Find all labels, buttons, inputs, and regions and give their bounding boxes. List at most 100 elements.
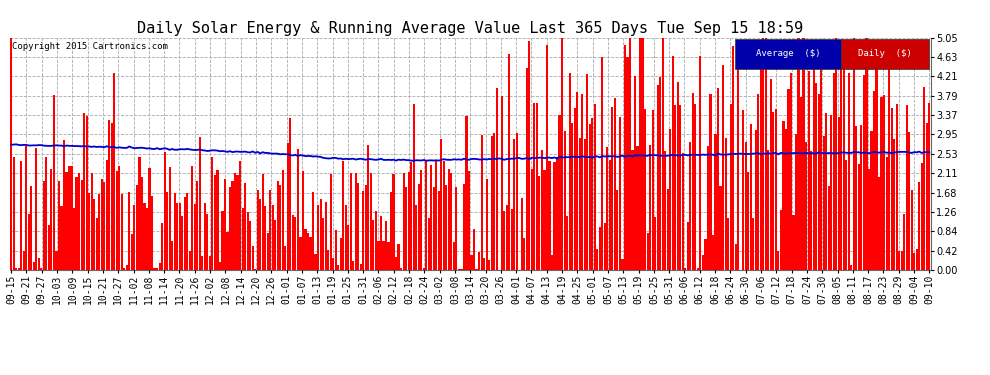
Bar [91,173,93,270]
Bar [431,165,433,270]
Bar [553,162,555,270]
Bar [352,261,354,270]
Bar [860,126,862,270]
Bar [52,95,55,270]
Text: Daily  ($): Daily ($) [858,49,912,58]
Bar [41,268,43,270]
Bar [480,135,483,270]
Bar [370,173,372,270]
Bar [302,171,304,270]
Bar [254,269,256,270]
Bar [725,138,727,270]
Bar [785,129,787,270]
Bar [591,118,593,270]
Bar [611,107,614,270]
Bar [447,170,449,270]
Bar [584,139,586,270]
Bar [604,223,606,270]
Bar [93,200,95,270]
Bar [759,59,762,270]
Bar [395,257,397,270]
Bar [181,216,183,270]
Bar [516,132,518,270]
Bar [617,189,619,270]
Bar [858,164,860,270]
Bar [865,38,867,270]
Bar [13,157,15,270]
Bar [727,217,730,270]
Bar [614,98,616,270]
Bar [524,237,526,270]
Bar [410,162,412,270]
Bar [249,220,251,270]
Bar [184,196,186,270]
Bar [289,118,291,270]
Bar [330,174,332,270]
Bar [521,198,523,270]
Bar [36,148,38,270]
Bar [158,263,160,270]
Bar [219,261,221,270]
Bar [845,160,847,270]
Bar [767,150,769,270]
Bar [800,97,802,270]
Bar [266,233,269,270]
Bar [473,229,475,270]
Bar [279,185,281,270]
Bar [863,75,865,270]
Bar [60,207,62,270]
Bar [601,57,603,270]
Bar [28,214,30,270]
Bar [96,217,98,270]
Bar [229,186,231,270]
Bar [10,38,12,270]
Bar [682,153,684,270]
Title: Daily Solar Energy & Running Average Value Last 365 Days Tue Sep 15 18:59: Daily Solar Energy & Running Average Val… [138,21,803,36]
Bar [470,255,472,270]
Bar [775,109,777,270]
Bar [833,74,835,270]
Bar [418,184,420,270]
Bar [413,104,415,270]
Bar [531,169,533,270]
Bar [277,182,279,270]
Bar [888,49,890,270]
Bar [338,265,340,270]
Bar [913,252,916,270]
Bar [644,109,646,270]
Bar [836,38,838,270]
Bar [222,211,224,270]
Bar [43,181,45,270]
Bar [259,199,261,270]
Bar [749,124,751,270]
Bar [847,73,849,270]
Bar [161,223,163,270]
Bar [921,164,923,270]
Bar [692,93,694,270]
Bar [838,117,840,270]
Bar [629,38,631,270]
Bar [375,211,377,270]
Bar [108,120,110,270]
Bar [697,268,699,270]
Bar [705,239,707,270]
Bar [493,134,495,270]
Bar [526,69,528,270]
Bar [463,184,465,270]
Bar [818,94,820,270]
Bar [166,192,168,270]
Bar [632,150,634,270]
Bar [377,241,379,270]
Bar [150,196,153,270]
Bar [322,218,324,270]
Bar [68,166,70,270]
Bar [18,268,20,270]
Bar [209,256,211,270]
Bar [186,193,188,270]
Bar [715,134,717,270]
Bar [455,188,457,270]
Bar [131,234,133,270]
Bar [661,38,663,270]
Bar [744,142,746,270]
Bar [556,157,558,270]
